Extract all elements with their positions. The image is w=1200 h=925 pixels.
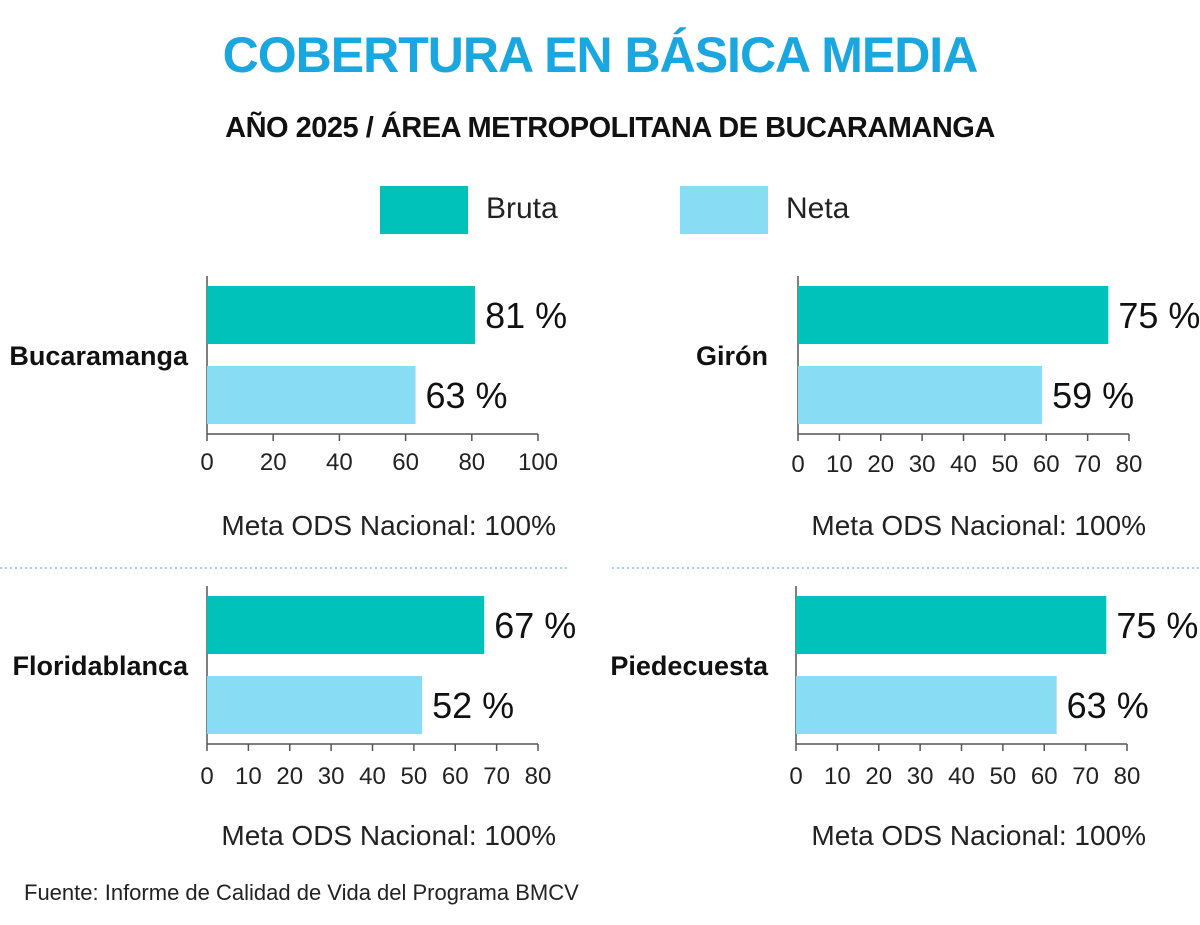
- data-label-bruta: 75 %: [1116, 605, 1198, 646]
- category-label: Piedecuesta: [610, 651, 769, 681]
- x-tick-label: 30: [318, 763, 345, 790]
- x-tick-label: 0: [791, 451, 804, 478]
- x-tick-label: 20: [260, 449, 287, 476]
- legend-swatch-neta: [680, 186, 768, 234]
- data-label-neta: 52 %: [432, 685, 514, 726]
- x-tick-label: 80: [458, 449, 485, 476]
- meta-note: Meta ODS Nacional: 100%: [221, 510, 556, 541]
- x-tick-label: 50: [401, 763, 428, 790]
- x-tick-label: 60: [442, 763, 469, 790]
- x-tick-label: 40: [326, 449, 353, 476]
- data-label-neta: 59 %: [1052, 375, 1134, 416]
- data-label-bruta: 81 %: [485, 295, 567, 336]
- x-tick-label: 50: [992, 451, 1019, 478]
- x-tick-label: 60: [1031, 763, 1058, 790]
- x-tick-label: 0: [200, 449, 213, 476]
- x-tick-label: 0: [789, 763, 802, 790]
- x-tick-label: 30: [909, 451, 936, 478]
- x-tick-label: 40: [948, 763, 975, 790]
- x-tick-label: 30: [907, 763, 934, 790]
- bar-bruta: [207, 596, 485, 654]
- x-tick-label: 20: [867, 451, 894, 478]
- chart-title: COBERTURA EN BÁSICA MEDIA: [222, 27, 979, 83]
- meta-note: Meta ODS Nacional: 100%: [811, 510, 1146, 541]
- category-label: Floridablanca: [12, 651, 189, 681]
- bar-bruta: [796, 596, 1107, 654]
- x-tick-label: 60: [1033, 451, 1060, 478]
- x-tick-label: 80: [1114, 763, 1141, 790]
- x-tick-label: 70: [1074, 451, 1101, 478]
- category-label: Bucaramanga: [9, 341, 189, 371]
- bar-neta: [796, 676, 1057, 734]
- x-tick-label: 80: [1116, 451, 1143, 478]
- x-tick-label: 10: [824, 763, 851, 790]
- legend-swatch-bruta: [380, 186, 468, 234]
- data-label-bruta: 75 %: [1118, 295, 1200, 336]
- x-tick-label: 10: [235, 763, 262, 790]
- legend-label-bruta: Bruta: [486, 192, 558, 225]
- x-tick-label: 40: [359, 763, 386, 790]
- bar-bruta: [798, 286, 1109, 344]
- x-tick-label: 60: [392, 449, 419, 476]
- bar-bruta: [207, 286, 476, 344]
- meta-note: Meta ODS Nacional: 100%: [811, 820, 1146, 851]
- meta-note: Meta ODS Nacional: 100%: [221, 820, 556, 851]
- x-tick-label: 20: [276, 763, 303, 790]
- bar-neta: [207, 366, 416, 424]
- source-note: Fuente: Informe de Calidad de Vida del P…: [24, 880, 579, 905]
- x-tick-label: 100: [518, 449, 558, 476]
- x-tick-label: 50: [990, 763, 1017, 790]
- x-tick-label: 20: [865, 763, 892, 790]
- x-tick-label: 70: [483, 763, 510, 790]
- x-tick-label: 80: [525, 763, 552, 790]
- chart-subtitle: AÑO 2025 / ÁREA METROPOLITANA DE BUCARAM…: [225, 112, 995, 144]
- data-label-neta: 63 %: [1067, 685, 1149, 726]
- data-label-neta: 63 %: [426, 375, 508, 416]
- x-tick-label: 70: [1072, 763, 1099, 790]
- bar-neta: [207, 676, 423, 734]
- category-label: Girón: [696, 341, 768, 371]
- x-tick-label: 40: [950, 451, 977, 478]
- data-label-bruta: 67 %: [494, 605, 576, 646]
- x-tick-label: 0: [200, 763, 213, 790]
- legend-label-neta: Neta: [786, 192, 850, 225]
- x-tick-label: 10: [826, 451, 853, 478]
- bar-neta: [798, 366, 1043, 424]
